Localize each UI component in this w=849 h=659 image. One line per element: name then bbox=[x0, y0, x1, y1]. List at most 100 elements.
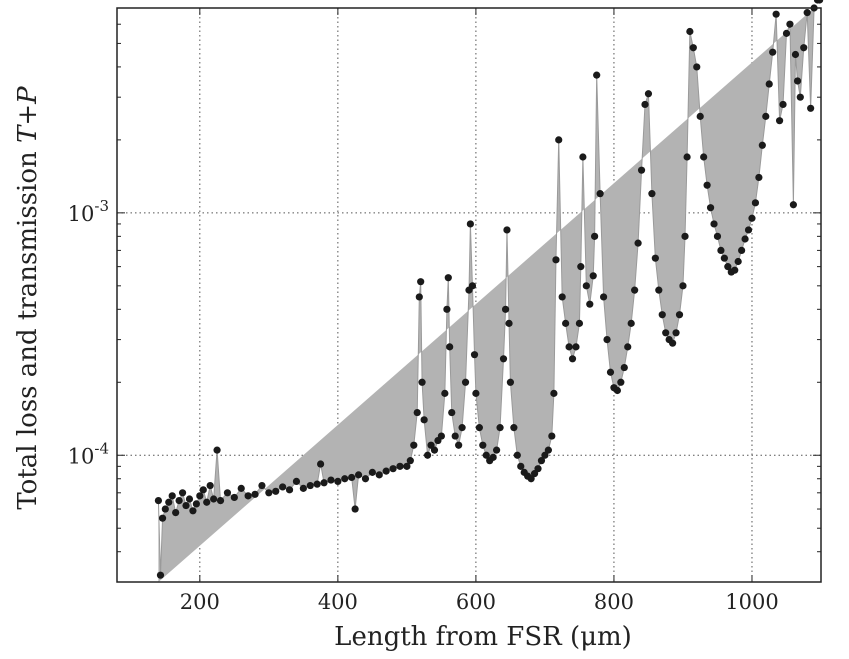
data-point bbox=[396, 462, 404, 470]
data-point bbox=[713, 232, 722, 240]
data-point bbox=[470, 351, 479, 359]
data-point bbox=[216, 497, 225, 505]
tick-layer: 200 400 600 800 1000 10-4 10-3 bbox=[68, 8, 821, 614]
data-point bbox=[154, 497, 163, 505]
data-point bbox=[550, 389, 558, 397]
x-tick-label: 200 bbox=[180, 590, 220, 614]
data-point bbox=[620, 363, 628, 372]
data-point bbox=[669, 339, 677, 347]
data-point bbox=[582, 282, 590, 290]
data-point bbox=[444, 274, 452, 282]
data-point bbox=[648, 190, 656, 198]
data-point bbox=[189, 507, 197, 515]
data-point bbox=[748, 214, 756, 222]
data-point bbox=[681, 232, 689, 240]
data-point bbox=[734, 257, 742, 266]
data-point bbox=[710, 220, 718, 228]
data-point bbox=[793, 77, 802, 85]
data-point bbox=[644, 90, 653, 98]
data-point bbox=[368, 468, 376, 476]
grid-layer bbox=[117, 8, 821, 582]
data-point bbox=[789, 201, 797, 209]
data-point bbox=[206, 481, 214, 490]
data-point bbox=[631, 286, 639, 294]
data-point bbox=[493, 446, 501, 454]
data-point bbox=[158, 514, 167, 522]
data-point bbox=[672, 329, 680, 337]
data-point bbox=[451, 432, 459, 440]
x-axis-title: Length from FSR (μm) bbox=[334, 622, 632, 652]
data-point bbox=[634, 239, 642, 247]
data-point bbox=[758, 141, 766, 149]
data-point bbox=[185, 495, 194, 503]
data-point bbox=[683, 153, 691, 161]
data-point bbox=[765, 80, 773, 88]
data-point bbox=[361, 475, 370, 483]
data-point bbox=[772, 10, 780, 18]
data-point bbox=[496, 424, 504, 432]
data-point bbox=[156, 571, 165, 579]
data-point bbox=[461, 378, 470, 386]
y-tick-label: 10-4 bbox=[68, 439, 109, 468]
data-point bbox=[775, 117, 784, 125]
x-tick-label: 400 bbox=[318, 590, 358, 614]
data-point bbox=[599, 293, 608, 301]
data-point bbox=[586, 300, 594, 308]
data-point bbox=[589, 272, 597, 280]
data-point bbox=[382, 467, 390, 475]
data-point bbox=[724, 263, 732, 271]
data-point bbox=[662, 329, 670, 337]
data-point bbox=[251, 490, 259, 498]
data-point bbox=[679, 282, 687, 290]
data-point bbox=[513, 451, 521, 459]
data-point bbox=[637, 166, 646, 174]
data-point bbox=[265, 489, 273, 497]
data-point bbox=[196, 492, 204, 500]
data-point bbox=[466, 220, 474, 228]
y-axis-title: Total loss and transmission T+P bbox=[13, 86, 43, 510]
x-tick-label: 800 bbox=[594, 590, 634, 614]
data-point bbox=[675, 311, 684, 319]
data-point bbox=[446, 343, 454, 351]
data-point bbox=[210, 495, 218, 503]
data-point bbox=[489, 453, 497, 461]
data-point bbox=[199, 486, 207, 494]
data-point bbox=[178, 489, 187, 497]
data-point bbox=[354, 471, 363, 479]
data-point bbox=[503, 226, 511, 234]
data-point bbox=[499, 355, 508, 363]
data-point bbox=[717, 246, 725, 255]
data-point bbox=[596, 190, 604, 198]
data-point bbox=[769, 48, 777, 56]
data-point bbox=[693, 63, 701, 71]
data-point bbox=[341, 475, 349, 483]
data-point bbox=[741, 235, 749, 243]
data-point bbox=[534, 465, 542, 473]
data-point bbox=[579, 153, 587, 161]
data-point bbox=[655, 286, 663, 294]
data-point bbox=[738, 246, 746, 255]
data-point bbox=[334, 477, 342, 486]
data-point bbox=[213, 446, 221, 454]
data-point bbox=[161, 505, 169, 513]
data-point bbox=[389, 465, 397, 473]
data-point bbox=[244, 492, 252, 500]
data-point bbox=[415, 293, 423, 301]
data-point bbox=[223, 489, 232, 497]
y-axis-title-math: T+P bbox=[13, 86, 43, 143]
data-point bbox=[172, 508, 180, 517]
data-point bbox=[591, 232, 599, 240]
data-point bbox=[527, 475, 535, 483]
data-point bbox=[505, 319, 513, 327]
data-point bbox=[555, 136, 563, 144]
data-point bbox=[606, 368, 615, 376]
y-axis-title-text: Total loss and transmission bbox=[13, 143, 43, 510]
data-point bbox=[558, 293, 566, 301]
data-point bbox=[351, 505, 359, 513]
data-point bbox=[420, 416, 428, 424]
data-point bbox=[658, 311, 666, 319]
data-point bbox=[651, 254, 659, 262]
data-point bbox=[686, 27, 694, 36]
data-point bbox=[272, 487, 280, 495]
data-point bbox=[423, 451, 432, 459]
